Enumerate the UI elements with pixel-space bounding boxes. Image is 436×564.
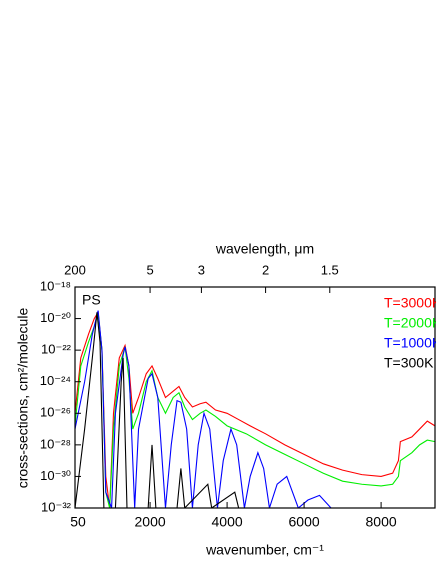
y-tick-label: 10⁻²⁰ bbox=[40, 310, 71, 325]
x-tick-label: 8000 bbox=[366, 514, 397, 530]
y-axis-label: cross-sections, cm²/molecule bbox=[15, 308, 31, 489]
x-tick-label: 2000 bbox=[135, 514, 166, 530]
legend-entry: T=2000K bbox=[384, 315, 436, 331]
x2-tick-label: 200 bbox=[64, 262, 86, 277]
y-tick-label: 10⁻¹⁸ bbox=[40, 278, 71, 293]
y-tick-label: 10⁻²² bbox=[41, 342, 72, 357]
x-tick-label: 4000 bbox=[212, 514, 243, 530]
x-tick-label: 50 bbox=[70, 514, 86, 530]
x-axis-label: wavenumber, cm⁻¹ bbox=[205, 542, 324, 558]
x2-tick-label: 5 bbox=[146, 262, 153, 277]
series-line bbox=[75, 312, 240, 508]
legend-entry: T=3000K bbox=[384, 295, 436, 311]
legend-entry: T=300K bbox=[384, 355, 434, 371]
y-tick-label: 10⁻²⁶ bbox=[40, 405, 71, 420]
plot-frame bbox=[74, 286, 436, 509]
plot-area bbox=[75, 310, 436, 508]
y-tick-label: 10⁻³⁰ bbox=[40, 468, 71, 483]
series-line bbox=[75, 310, 436, 508]
legend-entry: T=1000K bbox=[384, 335, 436, 351]
y-tick-label: 10⁻²⁴ bbox=[40, 373, 71, 388]
x2-tick-label: 1.5 bbox=[321, 262, 339, 277]
x2-axis-label: wavelength, μm bbox=[215, 241, 314, 257]
x2-tick-label: 2 bbox=[262, 262, 269, 277]
series-line bbox=[75, 310, 332, 508]
series-line bbox=[75, 313, 436, 508]
x-tick-label: 6000 bbox=[289, 514, 320, 530]
y-tick-label: 10⁻³² bbox=[41, 499, 72, 514]
annotation: PS bbox=[82, 292, 101, 308]
x2-tick-label: 3 bbox=[198, 262, 205, 277]
y-tick-label: 10⁻²⁸ bbox=[40, 436, 71, 451]
